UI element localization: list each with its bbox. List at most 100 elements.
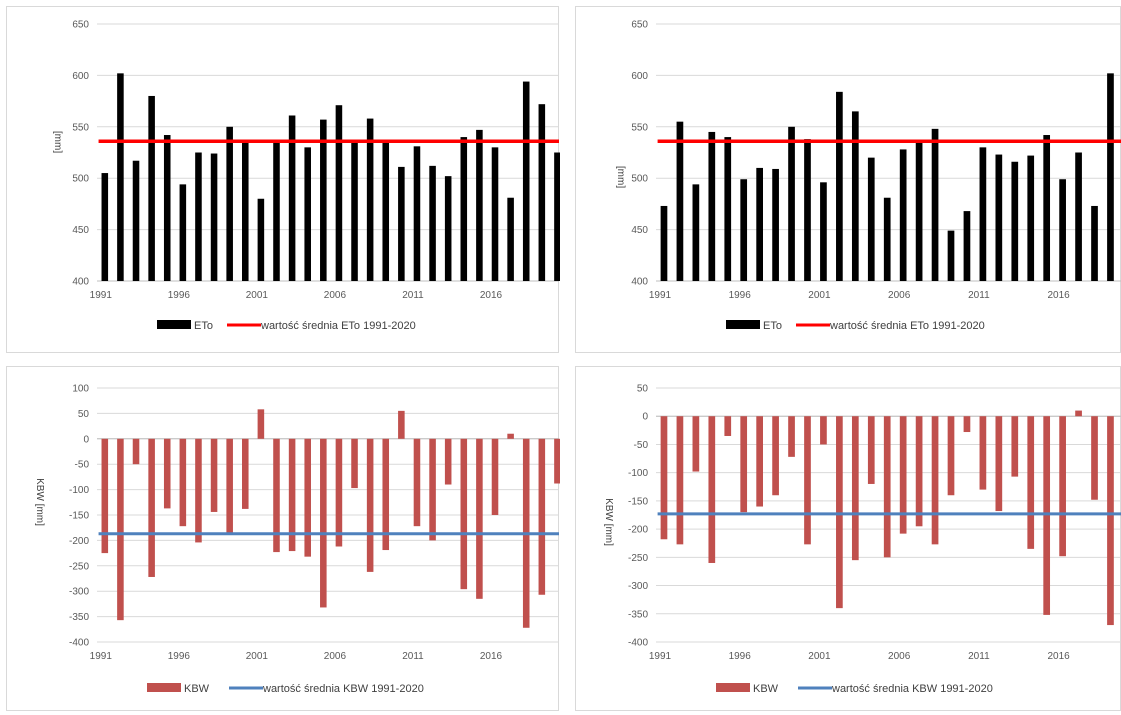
bar-1998	[772, 168, 779, 281]
bar-1997	[756, 416, 763, 507]
bar-1992	[676, 121, 684, 281]
bar-2006	[335, 105, 343, 281]
y-tick-label: 650	[631, 20, 648, 31]
bar-2001	[257, 198, 265, 281]
x-tick-label: 2011	[402, 651, 424, 662]
chart-panel-kbw-right: -400 -350 -300 -250 -200 -150 -100 -50 0 50 1991 19…	[575, 366, 1121, 711]
y-tick-label: 450	[72, 225, 89, 236]
bar-2017	[1075, 410, 1082, 417]
y-axis-label: KBW [mm]	[603, 498, 614, 546]
x-tick-label: 1991	[649, 290, 672, 301]
bar-2011	[413, 146, 421, 281]
bar-2008	[931, 416, 939, 545]
bar-1998	[210, 438, 218, 512]
bar-2007	[351, 142, 358, 281]
bar-1998	[772, 416, 779, 496]
bar-1997	[195, 438, 202, 543]
bar-1995	[163, 135, 171, 281]
chart-eto-right: 400 450 500 550 600 650 1991 1996 2001 2006 2011 20…	[615, 20, 1121, 332]
bar-2019	[538, 104, 546, 282]
legend-label-line: wartość średnia KBW 1991-2020	[262, 683, 424, 695]
x-tick-label: 1996	[729, 290, 752, 301]
y-tick-label: 550	[631, 122, 648, 133]
bar-2014	[460, 137, 468, 281]
bar-2007	[351, 438, 358, 489]
bar-2013	[444, 176, 452, 281]
bar-2007	[915, 142, 923, 281]
y-tick-label: -50	[634, 440, 649, 451]
bar-2006	[899, 416, 907, 534]
bar-2010	[963, 416, 971, 433]
bar-2004	[867, 157, 875, 281]
chart-panel-eto-left: 400 450 500 550 600 650 1991 1996 2001 2006 2011 20…	[6, 6, 560, 353]
bar-2018	[1091, 416, 1098, 500]
bar-2002	[273, 142, 280, 281]
bar-1994	[148, 438, 155, 577]
bar-2009	[947, 416, 955, 496]
bar-2005	[883, 416, 891, 558]
bar-1996	[179, 184, 187, 281]
x-tick-label: 2001	[808, 651, 831, 662]
x-tick-label: 1991	[649, 651, 672, 662]
bar-1991	[660, 205, 668, 281]
bar-1998	[210, 153, 218, 281]
x-tick-label: 1996	[729, 651, 752, 662]
bar-2000	[804, 139, 811, 281]
y-tick-label: -250	[69, 561, 89, 572]
bar-2020	[554, 438, 560, 484]
y-tick-label: 0	[642, 412, 648, 423]
legend-label-line: wartość średnia ETo 1991-2020	[829, 320, 985, 332]
bar-2004	[304, 147, 311, 281]
y-tick-label: 500	[631, 174, 648, 185]
bar-2016	[1059, 416, 1066, 557]
bar-2013	[1011, 161, 1019, 281]
bar-2008	[366, 438, 374, 572]
chart-kbw-left: -400 -350 -300 -250 -200 -150 -100 -50 0 50 100 199…	[34, 384, 560, 695]
y-tick-label: -100	[69, 485, 89, 496]
bar-1994	[708, 131, 716, 281]
bar-2016	[491, 147, 499, 281]
bar-1995	[724, 416, 732, 436]
x-tick-label: 2011	[968, 290, 990, 301]
bar-2002	[273, 438, 280, 553]
bar-2003	[851, 416, 859, 561]
bar-1996	[740, 416, 748, 513]
y-tick-label: -150	[628, 496, 648, 507]
bar-2013	[1011, 416, 1019, 477]
bar-1991	[101, 438, 109, 554]
bar-2009	[382, 142, 390, 281]
x-tick-label: 2006	[324, 651, 347, 662]
y-tick-label: -250	[628, 553, 648, 564]
bar-1993	[132, 160, 140, 281]
bar-2018	[1091, 205, 1098, 281]
bar-1991	[660, 416, 668, 540]
y-tick-label: 50	[78, 409, 90, 420]
bar-1993	[692, 184, 700, 281]
x-tick-label: 1991	[90, 290, 113, 301]
y-tick-label: -50	[75, 460, 90, 471]
y-tick-label: -150	[69, 511, 89, 522]
y-tick-label: 450	[631, 225, 648, 236]
x-tick-label: 2001	[246, 290, 269, 301]
bar-1992	[117, 73, 124, 282]
y-tick-label: 50	[637, 384, 649, 395]
x-tick-label: 2001	[246, 651, 269, 662]
x-tick-label: 2006	[324, 290, 347, 301]
y-tick-label: 100	[72, 384, 89, 395]
bar-2002	[836, 91, 843, 282]
bar-2005	[320, 438, 327, 608]
bar-1999	[226, 438, 233, 533]
bar-2019	[1107, 416, 1114, 626]
bar-1999	[788, 126, 795, 281]
y-tick-label: 600	[72, 71, 89, 82]
legend-label-bar: KBW	[184, 683, 210, 695]
y-tick-label: -300	[69, 587, 89, 598]
bar-2001	[820, 182, 827, 281]
bar-2011	[979, 147, 987, 281]
y-tick-label: 600	[631, 71, 648, 82]
bar-2012	[995, 416, 1003, 512]
y-tick-label: -200	[628, 525, 648, 536]
bar-2014	[460, 438, 468, 590]
bar-2008	[931, 128, 939, 281]
y-tick-label: -200	[69, 536, 89, 547]
